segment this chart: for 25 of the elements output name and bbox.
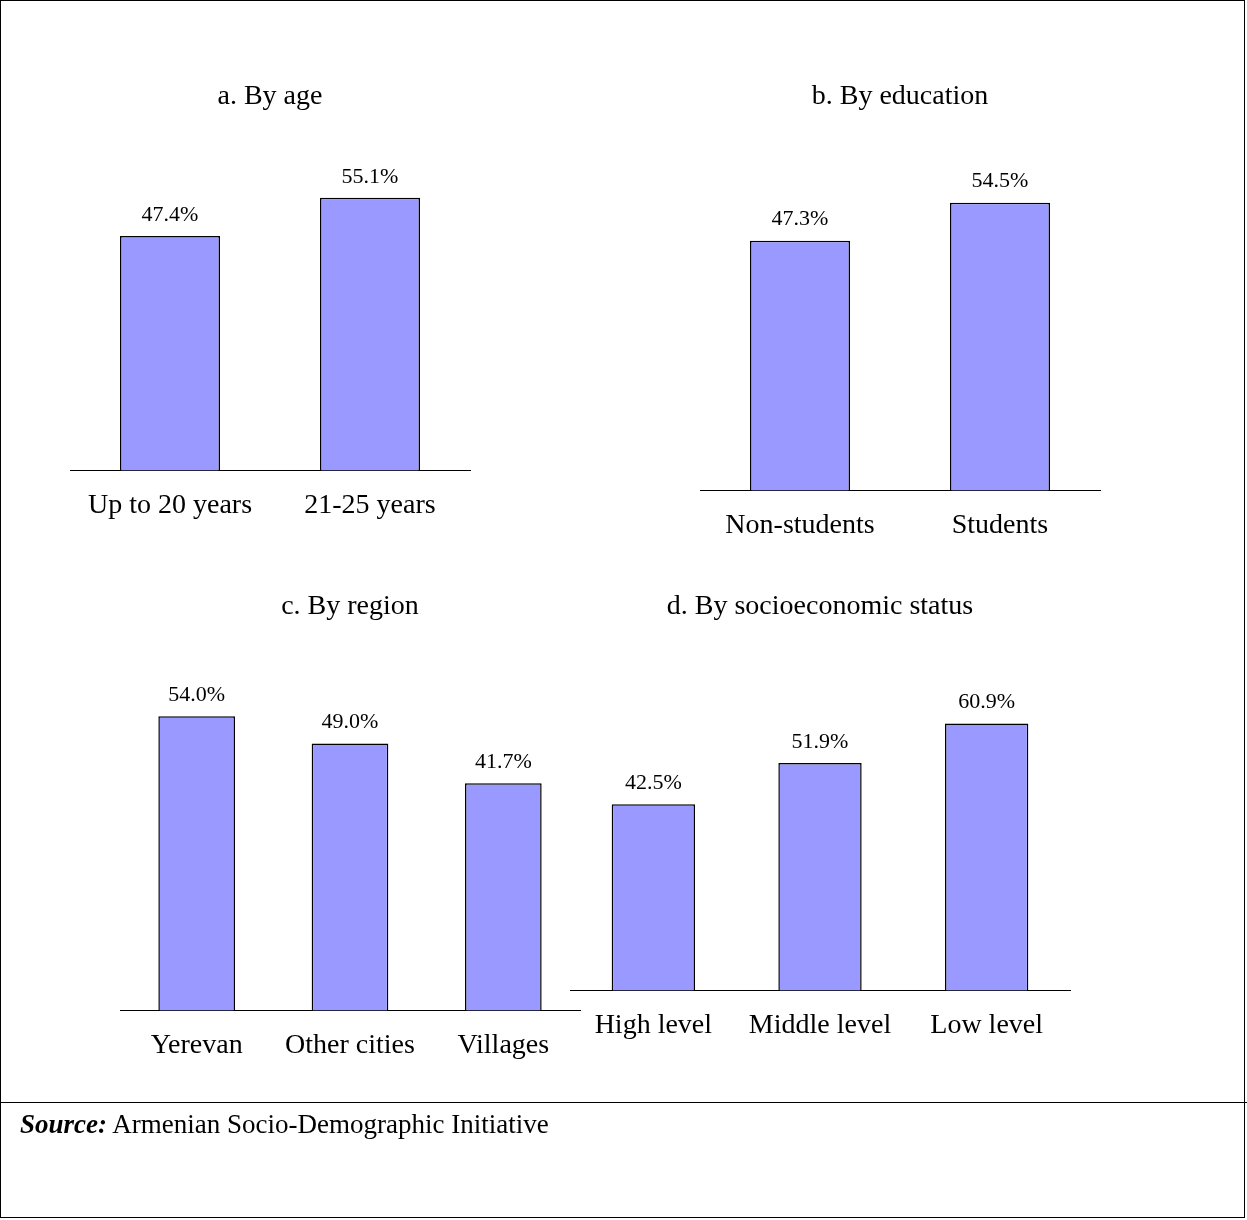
data-label: 47.4%	[141, 200, 199, 226]
x-tick-label: Middle level	[748, 1007, 892, 1039]
x-tick-label: High level	[594, 1007, 713, 1039]
chart-title: a. By age	[217, 79, 323, 111]
data-label: 41.7%	[474, 748, 532, 774]
data-label: 54.0%	[168, 681, 226, 707]
chart-title: c. By region	[281, 589, 419, 621]
x-tick-label: 21-25 years	[304, 487, 436, 519]
x-tick-label: Up to 20 years	[87, 487, 253, 519]
data-label: 55.1%	[341, 162, 399, 188]
x-tick-label: Yerevan	[150, 1027, 243, 1059]
x-tick-label: Low level	[930, 1007, 1044, 1039]
data-label: 54.5%	[971, 167, 1029, 193]
x-tick-label: Non-students	[725, 507, 875, 539]
x-tick-label: Other cities	[285, 1027, 415, 1059]
chart-title: d. By socioeconomic status	[666, 589, 974, 621]
x-tick-label: Villages	[457, 1027, 550, 1059]
source-note: Source: Armenian Socio-Demographic Initiative	[20, 1109, 549, 1139]
x-tick-label: Students	[951, 507, 1049, 539]
data-label: 60.9%	[958, 688, 1016, 714]
data-label: 42.5%	[624, 768, 682, 794]
data-label: 51.9%	[791, 727, 849, 753]
data-label: 47.3%	[771, 205, 829, 231]
chart-title: b. By education	[811, 79, 989, 111]
data-label: 49.0%	[321, 708, 379, 734]
